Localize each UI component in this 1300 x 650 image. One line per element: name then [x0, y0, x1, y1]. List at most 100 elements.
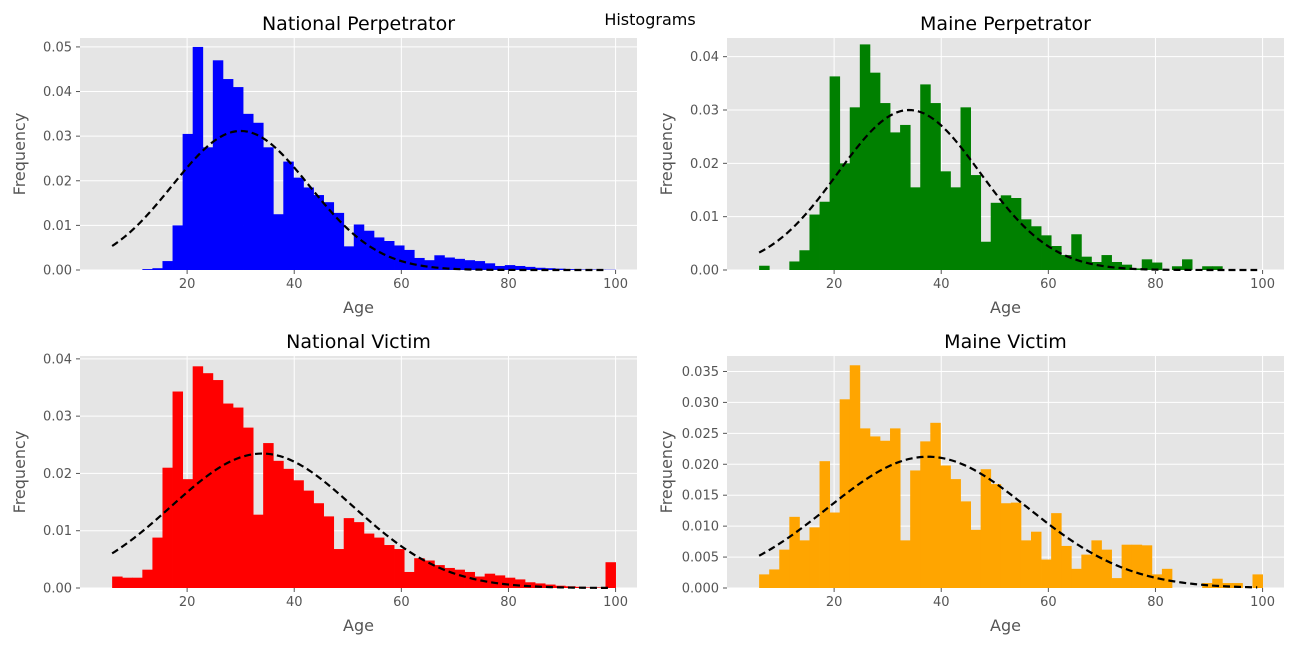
y-tick-label: 0.030 — [682, 396, 719, 411]
histogram-bar — [202, 147, 214, 270]
histogram-bar — [283, 161, 294, 270]
histogram-bar — [504, 577, 516, 588]
histogram-bar — [464, 571, 476, 588]
histogram-bar — [333, 549, 345, 588]
histogram-bar — [263, 443, 274, 588]
histogram-bar — [313, 503, 324, 588]
x-axis-label: Age — [990, 298, 1021, 317]
y-tick-label: 0.025 — [682, 427, 719, 442]
histogram-bar — [1051, 513, 1062, 588]
histogram-bar — [373, 237, 385, 270]
x-tick-label: 60 — [1040, 595, 1057, 610]
chart-title: National Victim — [286, 331, 431, 353]
histogram-bar — [323, 202, 335, 270]
histogram-bar — [1111, 262, 1123, 270]
histogram-bar — [303, 490, 314, 588]
histogram-bar — [950, 479, 961, 588]
x-tick-label: 40 — [286, 595, 303, 610]
y-tick-label: 0.01 — [690, 210, 719, 225]
histogram-bar — [253, 514, 264, 588]
histogram-bar — [232, 87, 244, 270]
histogram-bar — [930, 103, 941, 270]
histogram-bar — [1030, 226, 1042, 270]
histogram-bar — [1061, 545, 1072, 588]
y-tick-label: 0.01 — [43, 219, 72, 234]
chart-title: Maine Victim — [944, 331, 1067, 353]
histogram-bar — [839, 163, 851, 270]
histogram-bar — [303, 187, 314, 270]
chart-panel: 20 40 60 80 100 0.000 0.005 0.010 0.015 0.020 0.02… — [657, 331, 1284, 635]
x-tick-label: 20 — [826, 277, 843, 292]
histogram-bar — [162, 467, 173, 588]
x-tick-label: 20 — [179, 595, 196, 610]
histogram-bar — [1041, 235, 1052, 270]
histogram-bar — [222, 403, 234, 588]
histogram-bar — [212, 380, 224, 588]
histogram-bar — [1030, 531, 1042, 588]
histogram-bar — [849, 107, 861, 270]
histogram-bar — [112, 576, 123, 588]
histogram-bar — [414, 558, 425, 588]
chart-title: National Perpetrator — [262, 13, 455, 35]
histogram-bar — [1202, 266, 1213, 270]
histogram-bar — [474, 261, 486, 270]
histogram-bar — [555, 268, 566, 270]
histogram-bar — [565, 269, 576, 270]
x-tick-label: 60 — [393, 595, 410, 610]
histogram-bar — [182, 479, 194, 588]
histogram-bar — [950, 187, 961, 270]
histogram-bar — [504, 265, 516, 270]
histogram-bar — [1121, 544, 1133, 588]
y-tick-label: 0.005 — [682, 551, 719, 566]
histogram-bar — [819, 461, 831, 588]
histogram-bar — [1061, 255, 1072, 270]
x-tick-label: 20 — [826, 595, 843, 610]
histogram-bar — [142, 569, 153, 588]
chart-panel: 20 40 60 80 100 0.00 0.01 0.02 0.03 0.04 Age Freque… — [10, 331, 637, 635]
histogram-bar — [769, 569, 780, 588]
histogram-bar — [1151, 574, 1163, 588]
histogram-bar — [363, 230, 375, 270]
histogram-bar — [869, 436, 881, 588]
histogram-bar — [253, 122, 264, 271]
histogram-bar — [524, 582, 536, 588]
histogram-bar — [980, 469, 992, 588]
histogram-bar — [1020, 219, 1032, 270]
histogram-bar — [343, 246, 355, 270]
histogram-bar — [434, 565, 445, 588]
histogram-bar — [605, 562, 616, 588]
x-tick-label: 60 — [393, 277, 410, 292]
histogram-bar — [1232, 583, 1243, 588]
histogram-bar — [232, 407, 244, 588]
histogram-bar — [192, 366, 204, 588]
x-tick-label: 20 — [179, 277, 196, 292]
histogram-bar — [930, 422, 941, 588]
y-tick-label: 0.000 — [682, 582, 719, 597]
histogram-bar — [162, 261, 173, 270]
y-tick-label: 0.035 — [682, 365, 719, 380]
histogram-bar — [545, 268, 556, 270]
y-tick-label: 0.03 — [43, 130, 72, 145]
histogram-bar — [839, 399, 851, 588]
histogram-bar — [819, 201, 831, 270]
histogram-bar — [859, 44, 871, 271]
histogram-bar — [484, 263, 496, 270]
chart-title: Maine Perpetrator — [920, 13, 1091, 35]
y-tick-label: 0.01 — [43, 524, 72, 539]
histogram-bar — [353, 522, 365, 588]
histogram-bar — [849, 365, 861, 588]
histogram-bar — [1081, 554, 1092, 588]
histogram-bar — [1141, 259, 1153, 270]
histogram-bar — [152, 537, 163, 588]
histogram-bar — [122, 577, 133, 588]
histogram-bar — [1141, 545, 1153, 588]
x-tick-label: 100 — [1250, 595, 1275, 610]
histogram-bar — [940, 171, 951, 270]
histogram-bar — [1010, 198, 1022, 270]
histogram-bar — [980, 241, 992, 270]
histogram-bar — [192, 46, 204, 270]
histogram-bar — [1051, 246, 1062, 270]
histogram-bar — [789, 516, 800, 588]
histogram-bar — [514, 579, 526, 588]
